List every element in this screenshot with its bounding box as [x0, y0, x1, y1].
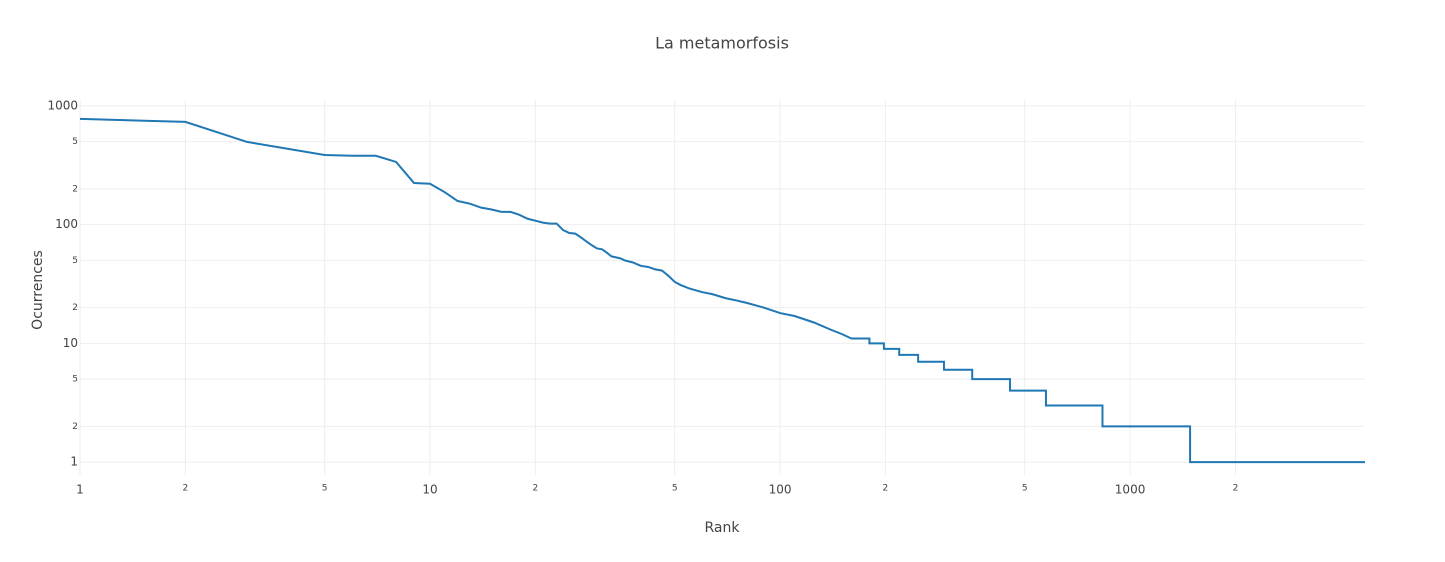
x-tick-label: 1000: [1115, 483, 1146, 497]
y-tick-label: 1000: [47, 98, 78, 112]
x-tick-label: 2: [883, 484, 889, 494]
x-tick-label: 1: [76, 483, 84, 497]
y-tick-label: 5: [72, 375, 78, 385]
data-line: [79, 117, 1365, 464]
x-tick-label: 5: [1022, 484, 1028, 494]
y-tick-label: 1: [70, 455, 78, 469]
y-tick-label: 10: [63, 336, 78, 350]
x-tick-label: 2: [1233, 484, 1239, 494]
x-tick-label: 5: [672, 484, 678, 494]
y-tick-label: 2: [72, 184, 78, 194]
x-tick-label: 2: [533, 484, 539, 494]
y-tick-label: 2: [72, 422, 78, 432]
x-tick-label: 5: [322, 484, 328, 494]
y-tick-label: 2: [72, 303, 78, 313]
x-axis-title: Rank: [705, 520, 741, 536]
x-tick-label: 10: [422, 483, 437, 497]
y-axis-title: Ocurrences: [30, 250, 46, 330]
y-tick-label: 100: [55, 217, 78, 231]
y-tick-label: 5: [72, 256, 78, 266]
chart-title: La metamorfosis: [655, 34, 789, 53]
x-tick-label: 100: [769, 483, 792, 497]
y-tick-label: 5: [72, 137, 78, 147]
x-tick-label: 2: [183, 484, 189, 494]
